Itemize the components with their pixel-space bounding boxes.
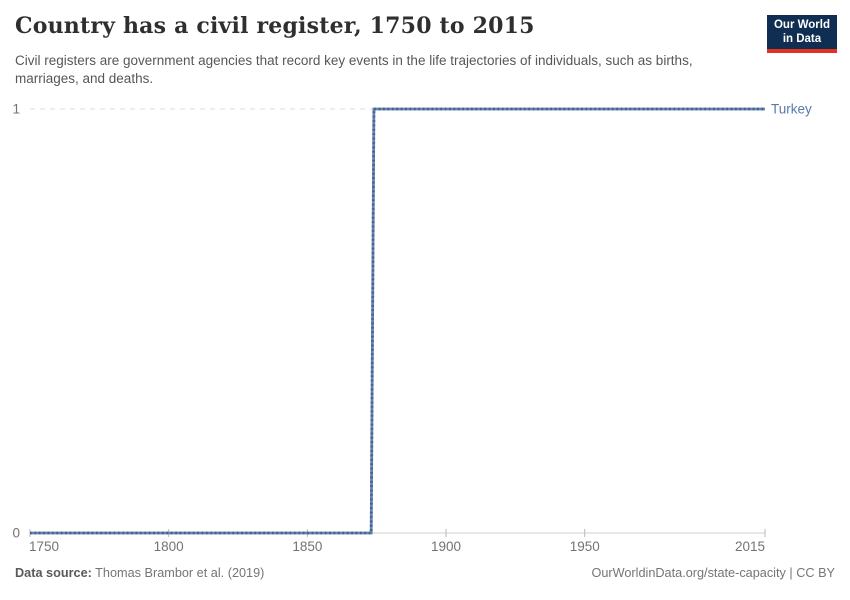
chart-footer: Data source: Thomas Brambor et al. (2019… bbox=[15, 566, 835, 580]
chart-title: Country has a civil register, 1750 to 20… bbox=[15, 13, 535, 39]
series-line[interactable] bbox=[30, 107, 765, 535]
data-source-value: Thomas Brambor et al. (2019) bbox=[95, 566, 265, 580]
x-tick-label: 1750 bbox=[29, 539, 59, 554]
footer-license: CC BY bbox=[796, 566, 835, 580]
chart-subtitle: Civil registers are government agencies … bbox=[15, 53, 693, 86]
owid-logo-line1: Our World bbox=[773, 19, 830, 31]
data-source-label: Data source: bbox=[15, 566, 92, 580]
x-tick-label: 1950 bbox=[570, 539, 600, 554]
owid-logo[interactable]: Our World in Data bbox=[766, 15, 837, 53]
data-source: Data source: Thomas Brambor et al. (2019… bbox=[15, 566, 264, 580]
footer-url[interactable]: OurWorldinData.org/state-capacity bbox=[591, 566, 786, 580]
x-tick-label: 1900 bbox=[431, 539, 461, 554]
series-line-markers bbox=[30, 107, 765, 535]
y-tick-label: 0 bbox=[12, 526, 20, 541]
x-tick-label: 2015 bbox=[735, 539, 765, 554]
owid-logo-line2: in Data bbox=[782, 32, 822, 45]
entity-label[interactable]: Turkey bbox=[771, 102, 812, 117]
footer-separator: | bbox=[789, 566, 793, 580]
x-tick-label: 1800 bbox=[154, 539, 184, 554]
footer-links: OurWorldinData.org/state-capacity | CC B… bbox=[591, 566, 835, 580]
y-tick-label: 1 bbox=[12, 102, 20, 117]
x-tick-label: 1850 bbox=[292, 539, 322, 554]
